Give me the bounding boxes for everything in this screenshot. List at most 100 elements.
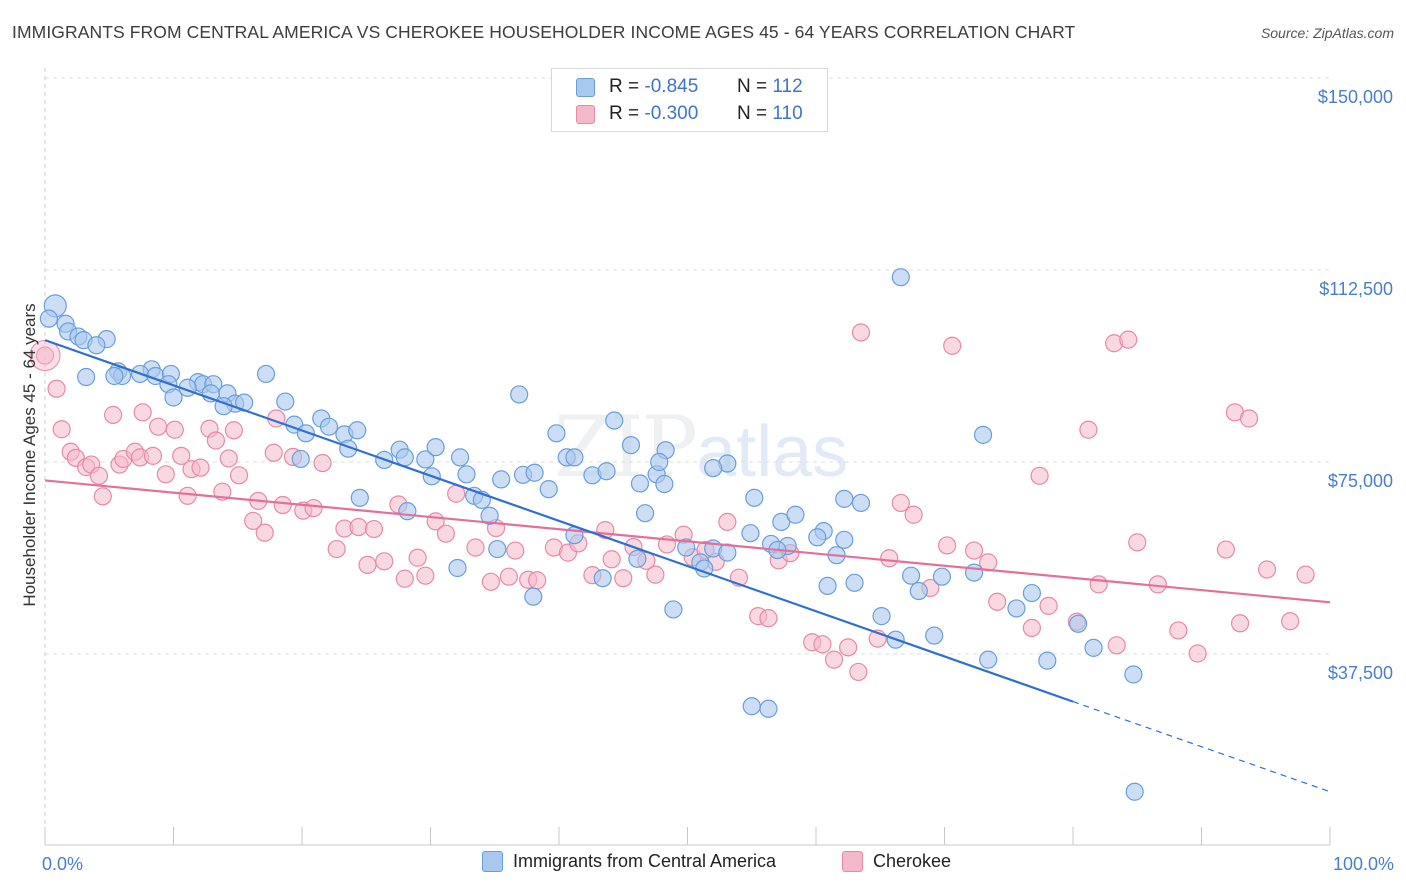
central-america-point [621,436,641,455]
series-legend-cherokee[interactable]: Cherokee [842,851,951,872]
cherokee-point [416,566,435,585]
cherokee-point [988,592,1007,611]
chart-title: IMMIGRANTS FROM CENTRAL AMERICA VS CHERO… [12,22,1076,42]
central-america-point [759,699,778,718]
cherokee-point [229,466,249,485]
legend-n-label: N = [736,103,768,124]
watermark: ZIPatlas [554,398,848,496]
central-america-point [872,607,891,626]
central-america-point [786,505,805,524]
central-america-point [395,448,414,467]
cherokee-point [839,638,858,657]
cherokee-point [1119,330,1138,349]
series-legend-label: Immigrants from Central America [513,851,777,871]
central-america-point [973,425,993,444]
central-america-point [1069,614,1088,633]
cherokee-point [614,569,633,588]
central-america-point [650,452,669,472]
cherokee-point [1281,612,1300,631]
cherokee-point [156,465,175,484]
central-america-points [39,268,1144,801]
cherokee-point [255,523,274,542]
cherokee-point [1089,575,1108,594]
legend-r-label: R = [609,76,640,97]
cherokee-point [1296,565,1315,584]
cherokee-point [466,538,485,557]
central-america-point [105,366,124,386]
central-america-point [450,448,470,467]
central-america-point [845,573,864,592]
cherokee-point [646,565,665,584]
legend-swatch-pink [576,104,595,124]
cherokee-point [1107,636,1126,655]
central-america-point [488,539,507,559]
cherokee-point [1128,533,1147,552]
series-swatch-pink [842,851,863,872]
central-america-point [593,569,612,588]
central-america-point [605,411,624,430]
correlation-legend: R = -0.845 N = 112 R = -0.300 N = 110 [551,68,828,132]
central-america-trend-line [44,339,1074,703]
central-america-point [901,566,921,585]
cherokee-point [375,552,394,571]
central-america-point [539,480,558,499]
cherokee-point [891,493,910,513]
cherokee-point [133,403,152,422]
cherokee-point [327,539,346,559]
cherokee-point [1169,621,1188,640]
cherokee-point [47,379,66,398]
central-america-point [808,528,827,547]
cherokee-point [358,555,377,575]
cherokee-point [52,420,71,439]
cherokee-point [165,420,184,439]
central-america-point [741,524,760,543]
cherokee-point [35,346,55,365]
central-america-point [416,450,435,469]
central-america-point [932,567,952,586]
cherokee-point [89,466,109,485]
cherokee-point [718,512,737,532]
x-tick-label: 0.0% [42,854,83,874]
central-america-point [745,488,764,507]
series-legend-central-america[interactable]: Immigrants from Central America [482,851,776,872]
central-america-point [1125,782,1144,801]
cherokee-point [1216,540,1236,559]
cherokee-point [104,405,123,424]
central-america-point [891,268,910,287]
axis-labels: $37,500 $75,000 $112,500 $150,000 0.0% 100.0%… [20,87,1394,874]
central-america-point [510,385,529,404]
cherokee-point [506,541,525,560]
cherokee-point [206,431,226,450]
chart-source: Source: ZipAtlas.com [1260,25,1394,41]
central-america-point [547,424,566,443]
series-legend-label: Cherokee [873,851,952,871]
cherokee-points [29,323,1315,682]
cherokee-point [172,446,191,465]
cherokee-point [313,453,332,473]
central-america-point [630,474,650,493]
cherokee-point [1230,614,1250,633]
series-swatch-blue [482,851,503,872]
central-america-point [77,367,96,387]
legend-swatch-blue [576,77,595,97]
central-america-point [480,506,499,525]
cherokee-point [364,519,384,539]
cherokee-point [219,449,238,468]
cherokee-point [264,443,283,462]
central-america-point [87,336,106,355]
central-america-point [256,364,276,384]
central-america-point [565,448,584,467]
central-america-point [677,538,696,557]
cherokee-point [148,417,168,436]
legend-row-cherokee: R = -0.300 N = 110 [552,100,803,128]
central-america-point [1084,638,1103,657]
central-america-point [398,502,417,521]
y-tick-label: $75,000 [1328,471,1393,491]
cherokee-point [849,662,868,682]
central-america-point [909,581,928,601]
central-america-point [1124,665,1143,684]
central-america-trend-extension [1072,701,1331,793]
cherokee-point [178,486,197,505]
central-america-point [1022,583,1041,603]
central-america-point [772,512,791,532]
